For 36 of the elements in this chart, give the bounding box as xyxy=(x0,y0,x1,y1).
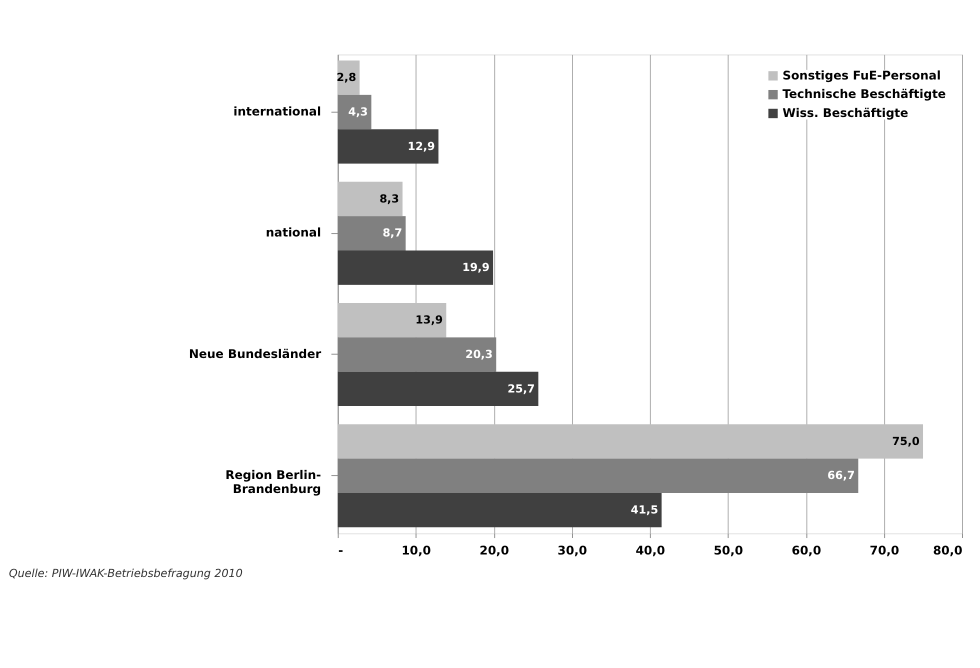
x-tick-label: 80,0 xyxy=(932,543,962,558)
data-label: 41,5 xyxy=(630,504,658,517)
data-label: 19,9 xyxy=(462,261,490,274)
x-tick-label: 10,0 xyxy=(401,543,432,558)
data-label: 20,3 xyxy=(465,348,493,361)
bar xyxy=(338,372,538,406)
source-note: Quelle: PIW-IWAK-Betriebsbefragung 2010 xyxy=(8,566,243,580)
data-label: 25,7 xyxy=(507,382,535,396)
bar xyxy=(338,303,446,338)
bar xyxy=(338,492,662,528)
data-label: 8,7 xyxy=(382,226,402,240)
x-tick-label: - xyxy=(338,543,344,558)
data-label: 66,7 xyxy=(827,469,855,482)
data-label: 8,3 xyxy=(379,192,400,206)
bar xyxy=(338,182,403,216)
data-label: 4,3 xyxy=(348,105,368,118)
data-label: 12,9 xyxy=(408,140,436,153)
legend-label: Sonstiges FuE-Personal xyxy=(782,68,941,82)
legend-label: Technische Beschäftigte xyxy=(782,87,946,102)
legend-label: Wiss. Beschäftigte xyxy=(782,106,908,120)
x-tick-label: 20,0 xyxy=(480,543,510,558)
data-label: 2,8 xyxy=(336,71,356,84)
y-tick-label: national xyxy=(266,226,322,240)
x-tick-label: 50,0 xyxy=(714,543,744,558)
data-label: 75,0 xyxy=(892,434,920,448)
y-tick-label: Region Berlin-Brandenburg xyxy=(225,468,322,496)
bar xyxy=(338,424,924,459)
bar xyxy=(338,250,494,285)
y-tick-label: Neue Bundesländer xyxy=(188,346,322,361)
x-tick-label: 70,0 xyxy=(870,543,900,558)
y-tick-label: international xyxy=(233,104,322,118)
x-tick-label: 40,0 xyxy=(636,543,666,558)
data-label: 13,9 xyxy=(415,314,444,327)
x-tick-label: 30,0 xyxy=(558,543,588,558)
x-tick-label: 60,0 xyxy=(792,543,822,558)
bar xyxy=(338,129,438,164)
